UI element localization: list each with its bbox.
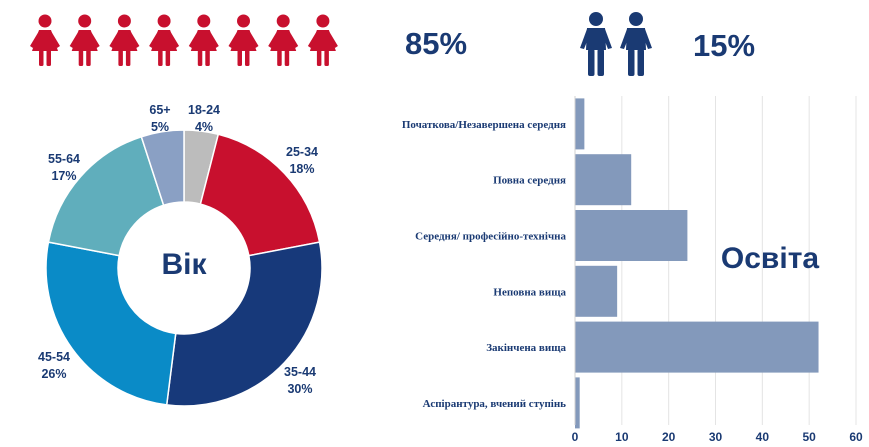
- donut-slice-name: 35-44: [284, 365, 316, 379]
- donut-slice-65+: [140, 129, 185, 207]
- donut-slice-55-64: [47, 135, 165, 257]
- bar-tick-label: 50: [802, 430, 816, 444]
- bar-rect: [575, 377, 580, 429]
- bar-tick-label: 40: [756, 430, 770, 444]
- male-percent: 15%: [693, 28, 755, 63]
- bar-tick-label: 60: [849, 430, 863, 444]
- bar-tick-label: 20: [662, 430, 676, 444]
- donut-slice-35-44: [165, 241, 323, 407]
- bar-tick-label: 30: [709, 430, 723, 444]
- donut-slice-percent: 5%: [151, 120, 169, 134]
- female-person-icon: [268, 14, 299, 66]
- donut-slice-45-54: [45, 241, 177, 406]
- donut-slice-name: 55-64: [48, 152, 80, 166]
- female-person-icon: [307, 14, 338, 66]
- female-person-icon: [149, 14, 180, 66]
- donut-slice-percent: 4%: [195, 120, 213, 134]
- bar-category-label: Початкова/Незавершена середня: [402, 119, 566, 131]
- bar-tick-label: 10: [615, 430, 629, 444]
- bar-category-label: Аспірантура, вчений ступінь: [423, 398, 567, 410]
- bar-category-label: Неповна вища: [493, 286, 566, 298]
- donut-labels: 18-24 4% 25-34 18% 35-44 30% 45-54 26% 55-64 17% 6…: [38, 103, 318, 396]
- male-icons-group: [580, 12, 652, 76]
- donut-slice-percent: 18%: [289, 162, 314, 176]
- bar-rect: [575, 265, 618, 317]
- female-percent: 85%: [405, 26, 467, 61]
- donut-slice-name: 65+: [149, 103, 170, 117]
- donut-slices: [45, 129, 323, 407]
- donut-slice-percent: 17%: [51, 169, 76, 183]
- donut-slice-percent: 26%: [41, 367, 66, 381]
- female-icons-group: [30, 14, 338, 66]
- education-title: Освіта: [721, 242, 819, 275]
- donut-slice-name: 18-24: [188, 103, 220, 117]
- female-person-icon: [188, 14, 219, 66]
- bar-rect: [575, 321, 819, 373]
- female-person-icon: [30, 14, 60, 66]
- bar-rects: [575, 98, 819, 429]
- bar-rect: [575, 98, 585, 150]
- female-person-icon: [109, 14, 140, 66]
- bar-tick-label: 0: [572, 430, 579, 444]
- female-person-icon: [228, 14, 259, 66]
- male-person-icon: [580, 12, 612, 76]
- bar-rect: [575, 210, 688, 261]
- bar-category-labels: Початкова/Незавершена середня Повна серед…: [402, 119, 567, 410]
- bar-tick-labels: 0 10 20 30 40 50 60: [572, 430, 863, 444]
- donut-center-label: Вік: [161, 248, 207, 281]
- female-person-icon: [69, 14, 100, 66]
- male-person-icon: [620, 12, 652, 76]
- donut-slice-percent: 30%: [287, 382, 312, 396]
- donut-slice-name: 25-34: [286, 145, 318, 159]
- bar-category-label: Середня/ професійно-технічна: [415, 231, 566, 243]
- bar-category-label: Повна середня: [493, 175, 566, 187]
- donut-slice-name: 45-54: [38, 350, 70, 364]
- bar-category-label: Закінчена вища: [486, 342, 566, 354]
- bar-rect: [575, 154, 632, 206]
